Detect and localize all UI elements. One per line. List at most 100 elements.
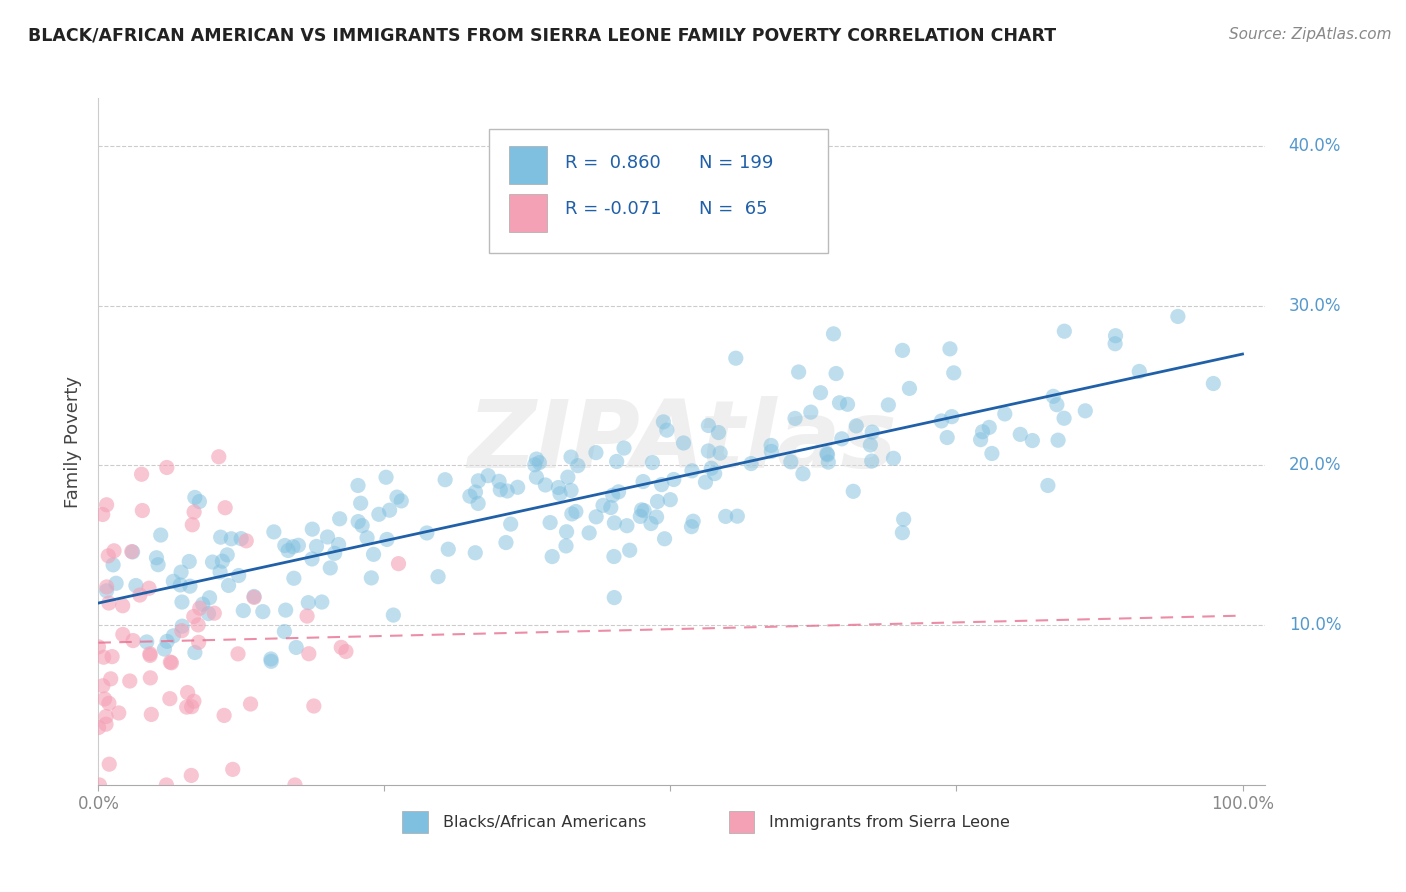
Point xyxy=(1202,376,1225,391)
Point xyxy=(375,533,398,547)
Point xyxy=(488,475,510,489)
Point xyxy=(118,673,141,688)
Point xyxy=(1021,434,1043,448)
Point xyxy=(159,691,181,706)
Point xyxy=(659,492,682,507)
Point xyxy=(703,467,725,481)
Point xyxy=(1053,324,1076,338)
Point xyxy=(567,458,589,473)
Text: ZIPAtlas: ZIPAtlas xyxy=(467,395,897,488)
Point xyxy=(218,578,240,592)
Point xyxy=(214,500,236,515)
Point xyxy=(641,456,664,470)
Point xyxy=(170,595,193,609)
Text: 30.0%: 30.0% xyxy=(1289,297,1341,315)
Point xyxy=(228,568,250,582)
Point xyxy=(284,778,307,792)
Point xyxy=(817,448,839,462)
Point xyxy=(97,596,120,610)
Point xyxy=(302,698,325,713)
Point xyxy=(489,483,512,497)
FancyBboxPatch shape xyxy=(509,146,547,184)
Point xyxy=(1036,478,1059,492)
Point xyxy=(565,504,588,518)
Point xyxy=(316,530,339,544)
Point xyxy=(283,571,305,585)
Point xyxy=(208,450,231,464)
Point xyxy=(810,385,832,400)
Point xyxy=(382,608,405,623)
Point xyxy=(980,446,1002,460)
Point xyxy=(187,618,209,632)
Point xyxy=(939,342,962,356)
Point xyxy=(893,512,915,526)
Point xyxy=(529,456,551,470)
Point xyxy=(125,578,148,592)
Point xyxy=(222,763,245,777)
Point xyxy=(162,574,184,589)
Point xyxy=(837,397,859,411)
Point xyxy=(96,580,118,594)
Point xyxy=(695,475,717,490)
Point xyxy=(613,441,636,455)
Point xyxy=(972,425,994,439)
Point xyxy=(183,609,205,624)
Point xyxy=(891,343,914,358)
Point xyxy=(427,569,450,583)
Point xyxy=(301,522,323,536)
Point xyxy=(877,398,900,412)
Point xyxy=(96,498,118,512)
Text: Immigrants from Sierra Leone: Immigrants from Sierra Leone xyxy=(769,814,1011,830)
Text: R = -0.071: R = -0.071 xyxy=(565,200,662,218)
Point xyxy=(662,473,685,487)
Text: N = 199: N = 199 xyxy=(699,154,773,172)
Point xyxy=(347,478,370,492)
Point xyxy=(156,460,179,475)
Point xyxy=(387,557,409,571)
Point xyxy=(179,554,201,568)
Point xyxy=(707,425,730,440)
Point xyxy=(202,606,225,620)
Point xyxy=(187,635,209,649)
Point xyxy=(779,455,801,469)
Text: 20.0%: 20.0% xyxy=(1289,457,1341,475)
Point xyxy=(352,518,374,533)
Point xyxy=(633,503,655,517)
Point xyxy=(105,576,128,591)
Point xyxy=(1104,328,1126,343)
FancyBboxPatch shape xyxy=(728,811,754,833)
Point xyxy=(714,509,737,524)
Point xyxy=(385,490,408,504)
Point xyxy=(243,590,266,604)
Point xyxy=(526,470,548,484)
Point xyxy=(645,510,668,524)
Point xyxy=(100,672,122,686)
Point xyxy=(198,591,221,605)
Point xyxy=(555,524,578,539)
Point xyxy=(170,565,193,579)
Point xyxy=(97,696,120,710)
Point xyxy=(496,483,519,498)
Point xyxy=(1053,411,1076,425)
Point xyxy=(273,624,295,639)
Point xyxy=(301,552,323,566)
Point xyxy=(298,647,321,661)
Point xyxy=(860,425,883,439)
Point xyxy=(149,528,172,542)
Point xyxy=(356,531,378,545)
Point xyxy=(740,457,762,471)
Point xyxy=(761,444,783,458)
Point xyxy=(138,581,160,595)
Point xyxy=(107,706,129,720)
Point xyxy=(285,640,308,655)
Point xyxy=(131,467,153,482)
Point xyxy=(101,558,124,572)
Point xyxy=(787,365,810,379)
Point xyxy=(122,633,145,648)
Point xyxy=(825,367,848,381)
Point xyxy=(231,532,253,546)
Point xyxy=(180,768,202,782)
Point xyxy=(221,532,243,546)
Text: 40.0%: 40.0% xyxy=(1289,137,1341,155)
Point xyxy=(823,326,845,341)
